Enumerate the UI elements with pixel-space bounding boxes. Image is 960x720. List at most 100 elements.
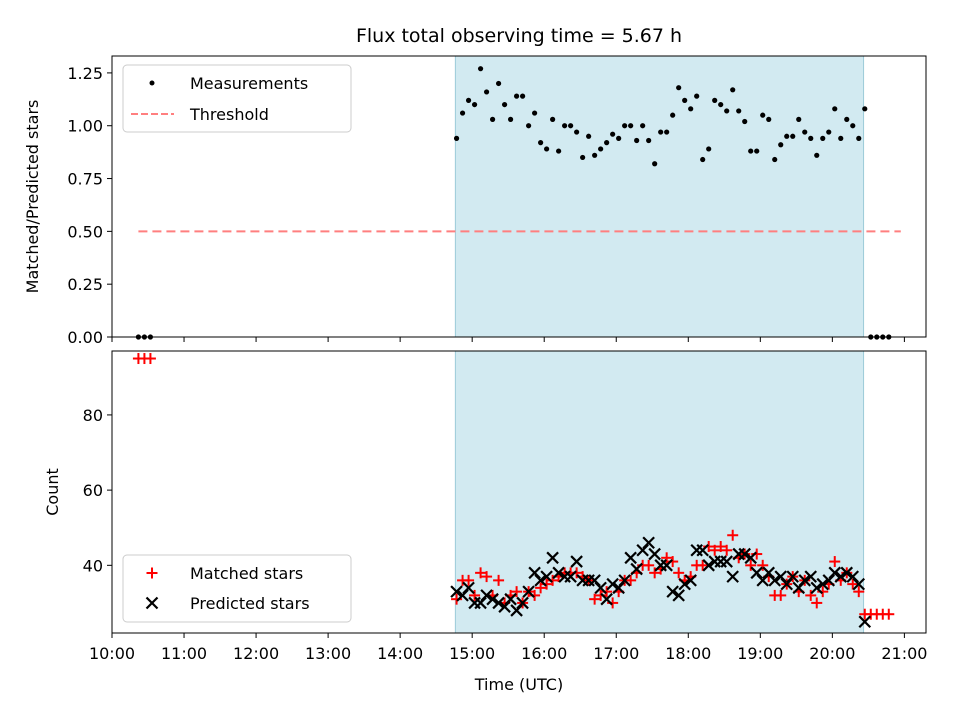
count-panel: 40 60 80 10:00 11:00 12:00 13:00 14:00 15:00 16:…	[43, 350, 927, 694]
predicted-star-point	[744, 551, 757, 565]
predicted-star-point	[546, 551, 559, 565]
predicted-star-point	[600, 592, 613, 606]
top-y-tick-label: 1.00	[67, 117, 103, 136]
measurement-point	[592, 152, 598, 158]
matched-star-point	[847, 578, 859, 590]
bottom-axes-frame	[111, 350, 927, 634]
predicted-star-point	[816, 577, 830, 591]
matched-star-point	[715, 541, 727, 553]
predicted-star-point	[624, 551, 637, 565]
predicted-star-point	[660, 559, 673, 572]
legend-predicted-marker	[145, 596, 159, 610]
cross-b	[534, 574, 547, 587]
predicted-star-point	[480, 589, 493, 602]
predicted-star-point	[834, 570, 848, 583]
bottom-x-tick-label: 11:00	[161, 644, 207, 663]
predicted-star-point	[492, 596, 505, 610]
ratio-panel: 0.00 0.25 0.50 0.75 1.00 1.25 Flux total obse…	[23, 25, 927, 347]
cross-b	[624, 551, 637, 565]
cross-b	[540, 570, 553, 583]
predicted-star-point	[516, 596, 529, 610]
matched-star-point	[589, 593, 601, 605]
measurement-point	[453, 135, 460, 141]
measurement-point	[838, 135, 844, 141]
measurement-point	[598, 146, 604, 152]
cross-b	[504, 592, 517, 606]
matched-star-point	[697, 559, 709, 571]
cross-b	[672, 589, 685, 602]
measurement-point	[700, 156, 706, 163]
measurement-point	[634, 137, 640, 144]
cross-b	[528, 566, 541, 580]
measurement-point	[550, 116, 556, 122]
measurement-point	[628, 123, 634, 129]
measurement-point	[832, 106, 838, 112]
measurement-point	[489, 116, 496, 122]
measurement-point	[694, 93, 700, 99]
predicted-star-point	[726, 570, 739, 583]
cross-b	[145, 596, 159, 610]
bottom-x-tick-label: 12:00	[233, 644, 279, 663]
matched-star-point	[673, 567, 685, 579]
top-y-tick-label: 0.50	[67, 222, 103, 241]
measurement-point	[580, 154, 586, 161]
bottom-y-tick-label: 40	[83, 556, 103, 575]
matched-star-point	[727, 529, 739, 541]
bottom-legend: Matched stars Predicted stars	[122, 554, 352, 623]
measurement-point	[477, 66, 484, 72]
cross-b	[660, 559, 673, 572]
cross-b	[828, 566, 842, 580]
top-axes-frame	[111, 55, 927, 338]
matched-star-point	[661, 552, 673, 564]
matched-star-point	[721, 544, 733, 556]
matched-star-point	[463, 574, 475, 586]
measurement-point	[574, 129, 580, 135]
bottom-x-tick-label: 18:00	[665, 644, 711, 663]
measurement-point	[646, 137, 652, 144]
matched-star-point	[511, 586, 523, 598]
measurement-point	[495, 80, 502, 87]
cross-b	[786, 570, 800, 583]
cross-b	[492, 596, 505, 610]
legend-plus-marker	[146, 567, 158, 579]
top-x-ticks	[111, 337, 905, 342]
predicted-star-point	[678, 577, 691, 591]
predicted-star-point	[810, 581, 824, 595]
predicted-star-point	[486, 592, 499, 606]
measurement-point	[520, 93, 526, 99]
bottom-x-tick-label: 15:00	[449, 644, 495, 663]
cross-b	[588, 574, 601, 587]
predicted-star-point	[720, 555, 733, 568]
measurement-point	[670, 112, 676, 118]
cross-b	[522, 585, 535, 598]
bottom-series-layer	[132, 353, 895, 628]
measurement-point	[802, 129, 808, 135]
cross-b	[480, 589, 493, 602]
measurement-point	[850, 123, 856, 129]
predicted-star-point	[768, 574, 782, 587]
measurement-point	[610, 131, 616, 137]
bottom-x-tick-label: 10:00	[89, 644, 135, 663]
measurement-point	[676, 85, 682, 91]
cross-b	[564, 570, 577, 583]
bottom-y-ticks: 40 60 80	[83, 406, 112, 575]
measurement-point	[736, 108, 742, 114]
predicted-star-point	[570, 555, 583, 568]
measurement-point	[862, 106, 868, 112]
matched-star-point	[829, 556, 841, 568]
cross-b	[846, 570, 860, 583]
top-y-ticks: 0.00 0.25 0.50 0.75 1.00 1.25	[67, 64, 112, 347]
x-axis-label: Time (UTC)	[474, 675, 563, 694]
measurement-point	[483, 89, 490, 95]
matched-star-point	[709, 544, 721, 556]
measurement-point	[796, 116, 802, 122]
measurement-point	[538, 140, 544, 146]
predicted-star-point	[798, 574, 812, 587]
cross-b	[810, 581, 824, 595]
cross-b	[774, 570, 788, 583]
measurement-point	[718, 101, 724, 108]
observing-window-shading	[454, 55, 865, 338]
measurement-point	[772, 156, 778, 163]
predicted-star-point	[642, 536, 655, 550]
